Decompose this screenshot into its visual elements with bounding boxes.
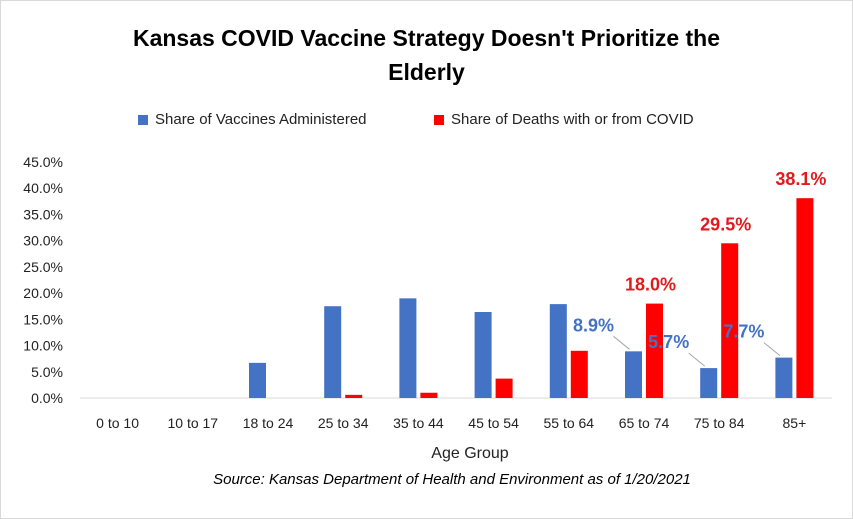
legend-swatch-vaccines xyxy=(138,114,148,125)
y-tick-label: 25.0% xyxy=(23,259,63,275)
x-axis-title: Age Group xyxy=(431,445,508,462)
y-tick-label: 45.0% xyxy=(23,154,63,170)
bar-vaccines xyxy=(700,368,718,398)
legend-swatch-deaths xyxy=(434,114,444,125)
y-tick-label: 20.0% xyxy=(23,285,63,301)
chart-title-line-2: Elderly xyxy=(388,59,465,85)
bar-deaths xyxy=(420,392,438,398)
data-label-leader xyxy=(763,342,781,357)
y-tick-label: 0.0% xyxy=(31,390,63,406)
x-tick-label: 85+ xyxy=(783,415,807,431)
legend-item-vaccines: Share of Vaccines Administered xyxy=(138,111,367,128)
bar-deaths xyxy=(345,394,363,398)
bar-vaccines xyxy=(474,311,492,398)
x-tick-label: 65 to 74 xyxy=(619,415,670,431)
legend-label-deaths: Share of Deaths with or from COVID xyxy=(451,111,694,128)
legend-label-vaccines: Share of Vaccines Administered xyxy=(155,111,367,128)
y-tick-label: 40.0% xyxy=(23,180,63,196)
x-tick-label: 45 to 54 xyxy=(468,415,519,431)
data-label-vaccines: 7.7% xyxy=(723,322,764,342)
x-tick-label: 18 to 24 xyxy=(243,415,294,431)
bar-vaccines xyxy=(775,357,793,398)
data-label-vaccines: 8.9% xyxy=(573,315,614,335)
x-tick-label: 25 to 34 xyxy=(318,415,369,431)
x-tick-label: 75 to 84 xyxy=(694,415,745,431)
x-tick-label: 35 to 44 xyxy=(393,415,444,431)
y-tick-label: 5.0% xyxy=(31,364,63,380)
y-tick-label: 35.0% xyxy=(23,206,63,222)
y-tick-label: 15.0% xyxy=(23,311,63,327)
x-tick-label: 55 to 64 xyxy=(543,415,594,431)
chart-title-line-1: Kansas COVID Vaccine Strategy Doesn't Pr… xyxy=(132,25,721,51)
bar-deaths xyxy=(796,198,814,398)
bar-vaccines xyxy=(324,306,342,398)
y-tick-label: 10.0% xyxy=(23,338,63,354)
bar-deaths xyxy=(646,303,663,398)
x-tick-label: 0 to 10 xyxy=(96,415,139,431)
source-note: Source: Kansas Department of Health and … xyxy=(213,471,691,488)
bar-deaths xyxy=(721,243,739,398)
legend: Share of Vaccines Administered Share of … xyxy=(0,111,853,133)
bar-vaccines xyxy=(249,362,266,398)
bar-deaths xyxy=(570,350,588,398)
bar-vaccines xyxy=(625,351,642,398)
legend-item-deaths: Share of Deaths with or from COVID xyxy=(434,111,694,128)
bar-deaths xyxy=(495,378,513,398)
data-label-leader xyxy=(613,335,630,350)
y-tick-label: 30.0% xyxy=(23,233,63,249)
data-label-deaths: 38.1% xyxy=(775,169,826,189)
bar-vaccines xyxy=(549,304,567,398)
data-label-deaths: 29.5% xyxy=(700,214,751,234)
data-label-vaccines: 5.7% xyxy=(648,332,689,352)
data-label-deaths: 18.0% xyxy=(625,275,676,295)
bar-vaccines xyxy=(399,298,417,398)
data-label-leader xyxy=(688,352,706,367)
x-tick-label: 10 to 17 xyxy=(167,415,218,431)
